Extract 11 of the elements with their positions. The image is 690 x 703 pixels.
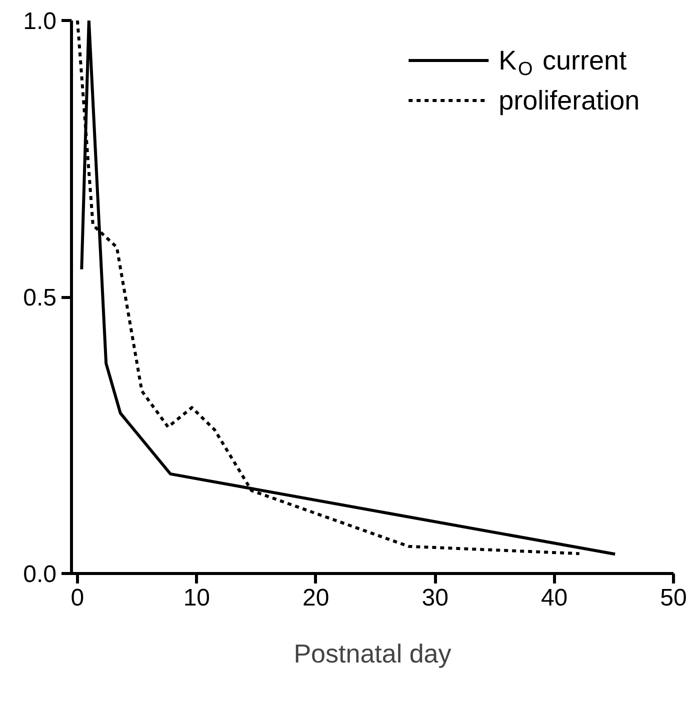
y-tick-label: 0.5 bbox=[23, 284, 57, 312]
x-tick-label: 0 bbox=[70, 584, 84, 612]
y-tick-label: 1.0 bbox=[23, 8, 57, 35]
x-tick-label: 30 bbox=[422, 584, 448, 612]
x-tick-label: 50 bbox=[660, 584, 687, 612]
x-tick-label: 10 bbox=[183, 584, 210, 612]
y-tick-label: 0.0 bbox=[23, 561, 57, 588]
x-tick-label: 20 bbox=[302, 584, 330, 612]
x-axis-title: Postnatal day bbox=[294, 638, 452, 668]
x-tick-label: 40 bbox=[540, 584, 568, 612]
legend-label: proliferation bbox=[498, 86, 640, 116]
